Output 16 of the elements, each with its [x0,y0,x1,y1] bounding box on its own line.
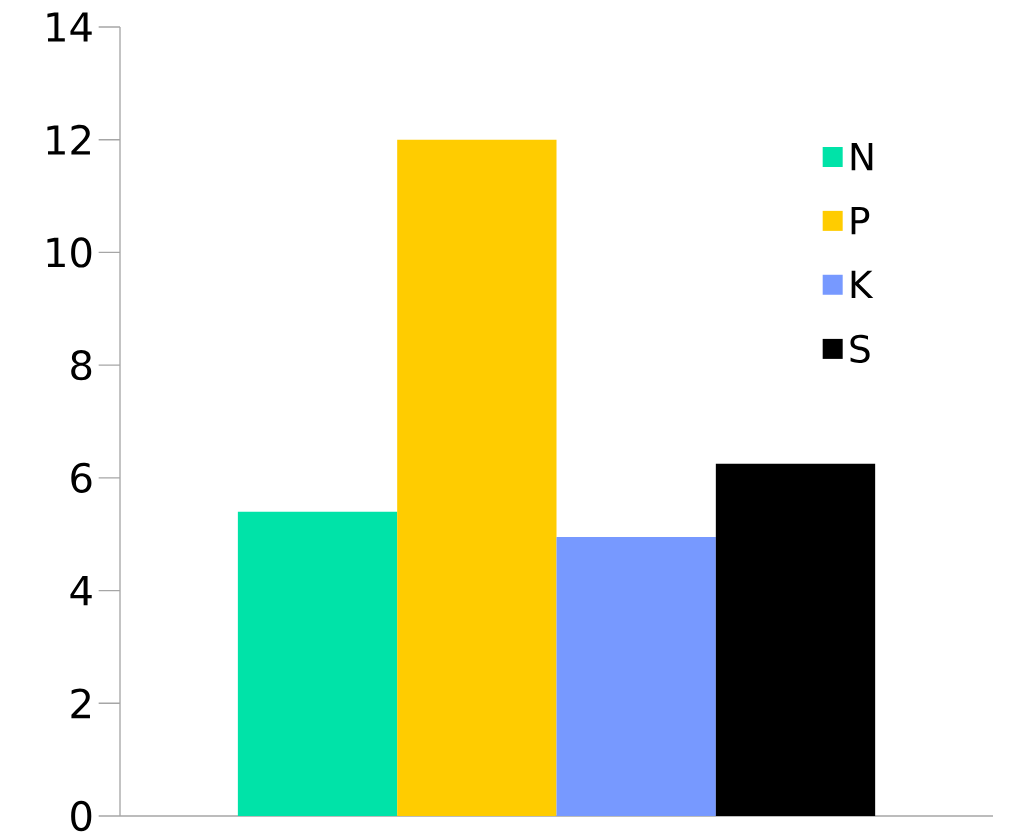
bar [237,511,398,816]
legend-label: P [851,206,870,235]
legend-label: K [851,270,874,299]
y-tick-label: 0 [71,800,92,832]
bar [715,463,876,816]
y-tick-label: 14 [47,12,92,42]
bar [556,537,716,816]
bar [397,139,557,816]
legend-label: N [851,143,873,171]
y-tick-label: 12 [47,124,90,155]
y-tick-label: 8 [71,350,92,381]
legend-label: S [850,334,870,363]
y-tick-label: 10 [47,237,92,268]
y-tick-label: 6 [71,462,92,493]
y-tick-label: 2 [71,688,90,719]
y-tick-label: 4 [70,575,92,606]
